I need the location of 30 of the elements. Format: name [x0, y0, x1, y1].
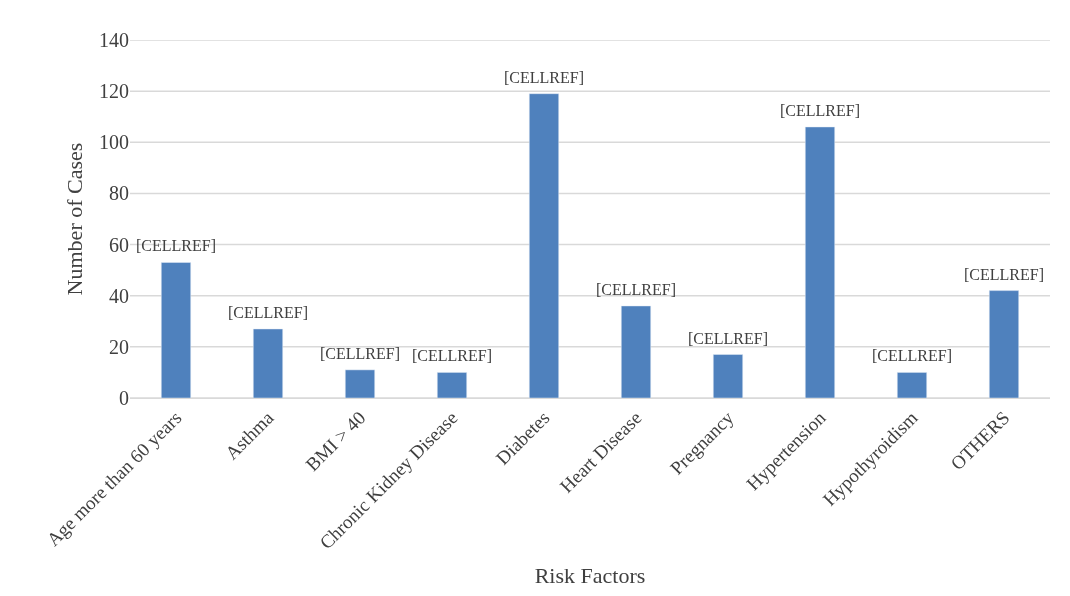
data-label: [CELLREF]	[964, 266, 1044, 283]
data-label: [CELLREF]	[412, 347, 492, 364]
data-label: [CELLREF]	[780, 102, 860, 119]
y-tick-label: 100	[99, 131, 129, 154]
y-tick-label: 0	[119, 387, 129, 409]
bar	[989, 290, 1019, 398]
bar	[713, 354, 743, 398]
x-axis-title: Risk Factors	[534, 563, 646, 589]
bar	[437, 372, 467, 398]
y-tick-label: 140	[99, 29, 129, 51]
bar	[253, 328, 283, 398]
y-axis-title: Number of Cases	[61, 142, 87, 296]
bar	[161, 262, 191, 398]
bar	[897, 372, 927, 398]
data-label: [CELLREF]	[228, 304, 308, 321]
y-tick-label: 60	[109, 233, 129, 256]
data-label: [CELLREF]	[504, 69, 584, 86]
bar	[805, 126, 835, 398]
y-tick-label: 40	[109, 284, 129, 307]
data-label: [CELLREF]	[320, 345, 400, 362]
data-label: [CELLREF]	[688, 330, 768, 347]
y-tick-label: 120	[99, 80, 129, 103]
bar	[345, 369, 375, 398]
data-label: [CELLREF]	[136, 237, 216, 254]
bar	[529, 93, 559, 398]
bar	[621, 305, 651, 398]
data-label: [CELLREF]	[596, 281, 676, 298]
data-label: [CELLREF]	[872, 347, 952, 364]
y-tick-label: 80	[109, 182, 129, 205]
y-tick-label: 20	[109, 335, 129, 358]
